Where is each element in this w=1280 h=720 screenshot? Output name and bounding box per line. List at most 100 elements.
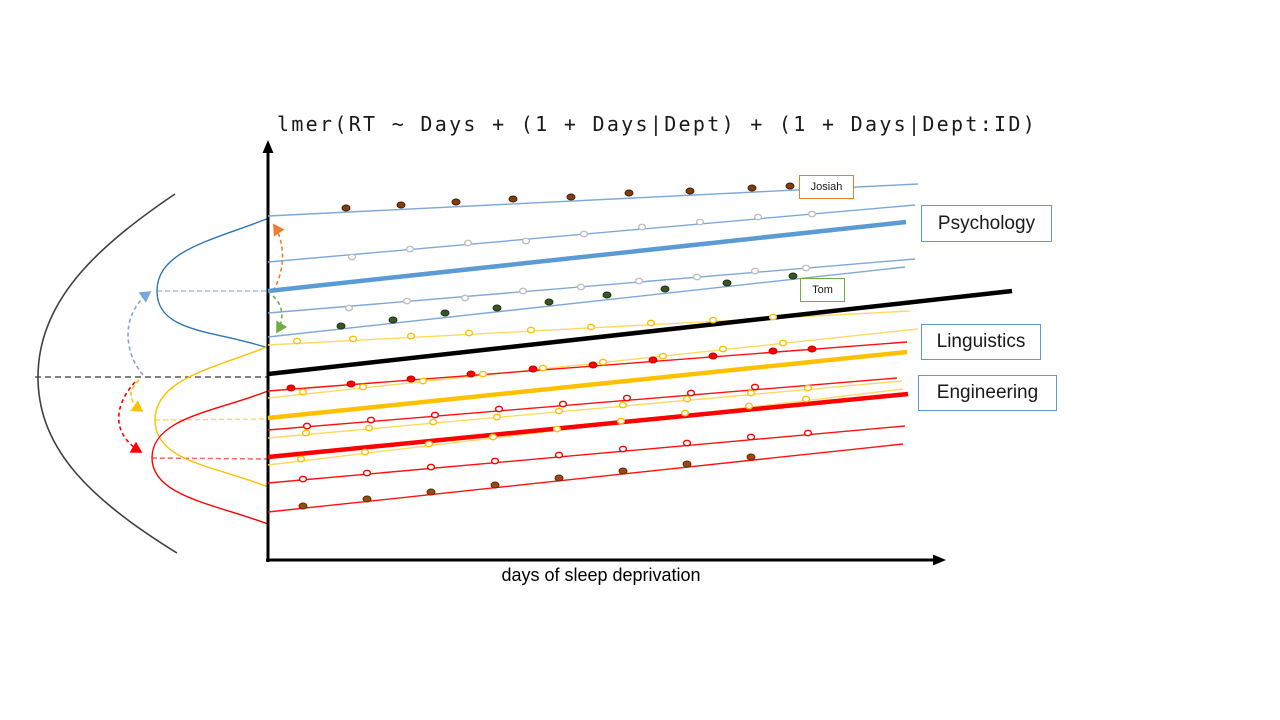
engineering-data-point xyxy=(466,370,476,378)
psychology-data-point xyxy=(722,279,732,287)
psychology-data-point xyxy=(634,277,644,285)
linguistics-data-point xyxy=(744,402,754,410)
linguistics-data-point xyxy=(616,417,626,425)
psychology-data-point xyxy=(788,272,798,280)
psychology-data-point xyxy=(801,264,811,272)
engineering-data-point xyxy=(406,375,416,383)
linguistics-data-point xyxy=(646,319,656,327)
linguistics-data-point xyxy=(358,383,368,391)
engineering-individual-line-e3 xyxy=(267,425,906,484)
engineering-data-point xyxy=(682,460,692,468)
engineering-data-point xyxy=(490,481,500,489)
engineering-mean-dashed-line xyxy=(151,457,269,460)
psychology-data-point xyxy=(402,297,412,305)
tom-intercept-deviation-arrow xyxy=(272,295,288,334)
linguistics-mean-dashed-line xyxy=(154,418,269,421)
linguistics-data-point xyxy=(708,316,718,324)
engineering-data-point xyxy=(746,433,756,441)
engineering-mean-line xyxy=(267,391,909,460)
x-axis-label: days of sleep deprivation xyxy=(501,565,701,585)
psychology-data-point xyxy=(388,316,398,324)
engineering-distribution-curve xyxy=(151,390,269,525)
psychology-data-point xyxy=(508,195,518,203)
engineering-data-point xyxy=(430,411,440,419)
psychology-data-point xyxy=(750,267,760,275)
engineering-data-point xyxy=(708,352,718,360)
label-engineering: Engineering xyxy=(918,375,1057,411)
engineering-data-point xyxy=(426,463,436,471)
engineering-data-point xyxy=(807,345,817,353)
linguistics-data-point xyxy=(428,418,438,426)
linguistics-data-point xyxy=(658,352,668,360)
linguistics-data-point xyxy=(718,345,728,353)
linguistics-data-point xyxy=(554,407,564,415)
psychology-data-point xyxy=(341,204,351,212)
label-josiah: Josiah xyxy=(799,175,854,199)
josiah-intercept-deviation-arrow xyxy=(272,223,285,292)
linguistics-data-point xyxy=(803,384,813,392)
linguistics-data-point xyxy=(682,395,692,403)
fixed-effect-line xyxy=(267,288,1013,377)
engineering-data-point xyxy=(490,457,500,465)
psychology-data-point xyxy=(492,304,502,312)
psychology-data-point xyxy=(336,322,346,330)
psychology-data-point xyxy=(807,210,817,218)
psychology-data-point xyxy=(566,193,576,201)
engineering-data-point xyxy=(648,356,658,364)
linguistics-data-point xyxy=(418,377,428,385)
linguistics-data-point xyxy=(492,413,502,421)
engineering-data-point xyxy=(682,439,692,447)
psychology-individual-line-tom xyxy=(267,266,906,338)
linguistics-data-point xyxy=(488,433,498,441)
psychology-data-point xyxy=(451,198,461,206)
linguistics-data-point xyxy=(598,358,608,366)
linguistics-data-point xyxy=(464,329,474,337)
psychology-data-point xyxy=(753,213,763,221)
linguistics-data-point xyxy=(298,388,308,396)
psychology-data-point xyxy=(440,309,450,317)
engineering-individual-line-e4 xyxy=(267,443,904,513)
engineering-data-point xyxy=(554,474,564,482)
linguistics-data-point xyxy=(768,313,778,321)
psychology-data-point xyxy=(521,237,531,245)
psychology-distribution-curve xyxy=(156,217,270,349)
psychology-data-point xyxy=(544,298,554,306)
engineering-data-point xyxy=(686,389,696,397)
linguistics-data-point xyxy=(618,401,628,409)
label-tom: Tom xyxy=(800,278,845,302)
linguistics-distribution-curve xyxy=(154,345,270,488)
psychology-data-point xyxy=(344,304,354,312)
psychology-data-point xyxy=(463,239,473,247)
psychology-data-point xyxy=(405,245,415,253)
engineering-data-point xyxy=(768,347,778,355)
linguistics-data-point xyxy=(292,337,302,345)
label-psychology: Psychology xyxy=(921,205,1052,242)
engineering-individual-line-e1 xyxy=(267,341,908,392)
psychology-data-point xyxy=(685,187,695,195)
linguistics-data-point xyxy=(680,409,690,417)
linguistics-data-point xyxy=(406,332,416,340)
linguistics-individual-line-l3 xyxy=(267,380,903,439)
linguistics-data-point xyxy=(360,448,370,456)
engineering-data-point xyxy=(298,502,308,510)
linguistics-data-point xyxy=(538,364,548,372)
psychology-data-point xyxy=(692,273,702,281)
x-axis-arrowhead xyxy=(933,554,946,566)
psychology-data-point xyxy=(747,184,757,192)
psychology-data-point xyxy=(518,287,528,295)
engineering-data-point xyxy=(426,488,436,496)
engineering-data-point xyxy=(528,365,538,373)
psychology-data-point xyxy=(695,218,705,226)
engineering-data-point xyxy=(803,429,813,437)
psychology-data-point xyxy=(660,285,670,293)
psychology-data-point xyxy=(576,283,586,291)
engineering-data-point xyxy=(362,495,372,503)
engineering-data-point xyxy=(302,422,312,430)
dept-intercept-psychology-arrow xyxy=(127,291,152,376)
psychology-data-point xyxy=(602,291,612,299)
dept-intercept-engineering-arrow xyxy=(118,381,143,453)
engineering-data-point xyxy=(618,445,628,453)
psychology-data-point xyxy=(396,201,406,209)
engineering-data-point xyxy=(746,453,756,461)
